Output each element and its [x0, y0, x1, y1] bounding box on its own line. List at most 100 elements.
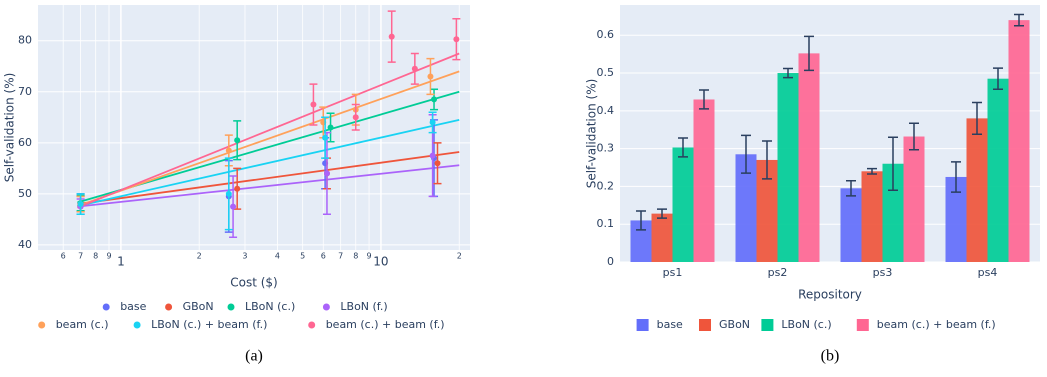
y-tick-label: 0.4 [597, 104, 615, 117]
bar [735, 154, 757, 262]
legend-swatch [308, 321, 316, 329]
point [427, 73, 434, 80]
x-tick-label: 6 [321, 252, 326, 261]
x-tick-label: 3 [242, 252, 247, 261]
error-bar [993, 67, 1003, 91]
legend-label: beam (c.) + beam (f.) [877, 318, 996, 331]
y-tick-label: 0.1 [597, 217, 615, 230]
x-tick-label: 2 [457, 252, 462, 261]
y-tick-label: 0.6 [597, 28, 615, 41]
trend-line [77, 164, 460, 208]
x-tick-label: 2 [197, 252, 202, 261]
x-tick-label: 9 [367, 252, 372, 261]
error-bar [909, 122, 919, 151]
point [388, 33, 395, 40]
error-bar [762, 140, 772, 180]
error-bar [972, 101, 982, 136]
point [327, 124, 334, 131]
legend-label: GBoN [719, 318, 750, 331]
error-bar [678, 137, 688, 158]
bar [798, 53, 820, 263]
trend-line [77, 52, 460, 209]
bar [861, 171, 883, 262]
error-bar [783, 67, 793, 79]
point [453, 36, 460, 43]
legend-swatch [102, 303, 110, 311]
y-tick-label: 60 [18, 136, 32, 149]
caption: (b) [821, 348, 840, 365]
y-axis-label: Self-validation (%) [3, 73, 17, 183]
point [434, 160, 441, 167]
caption: (a) [245, 348, 263, 365]
bar [756, 159, 778, 262]
error-bar [699, 89, 709, 110]
legend-item: beam (c.) + beam (f.) [308, 318, 445, 331]
point [310, 101, 317, 108]
legend-swatch [165, 303, 173, 311]
x-tick-label: 8 [353, 252, 358, 261]
x-tick-label: ps4 [978, 266, 998, 279]
legend-item: beam (c.) + beam (f.) [856, 318, 996, 331]
error-bar [1014, 13, 1024, 27]
error-bar [741, 134, 751, 174]
bar [672, 147, 694, 262]
legend-item: LBoN (c.) [761, 318, 832, 331]
error-bar [846, 179, 856, 197]
y-axis-label: Self-validation (%) [585, 79, 599, 189]
legend-item: base [102, 300, 147, 313]
x-tick-label: ps2 [768, 266, 788, 279]
point [230, 203, 237, 210]
point [225, 147, 232, 154]
legend-item: LBoN (c.) [227, 300, 295, 313]
x-tick-label: 7 [78, 252, 83, 261]
bar [966, 118, 988, 262]
legend-label: base [657, 318, 683, 331]
legend-label: LBoN (f.) [340, 300, 387, 313]
legend-item: LBoN (f.) [322, 300, 388, 313]
x-tick-label: 8 [93, 252, 98, 261]
bar [777, 73, 799, 262]
point [431, 96, 438, 103]
legend-swatch [133, 321, 141, 329]
x-tick-label: 1 [117, 255, 125, 269]
legend-swatch [38, 321, 46, 329]
y-tick-label: 50 [18, 187, 32, 200]
x-tick-label: 9 [106, 252, 111, 261]
y-tick-label: 80 [18, 34, 32, 47]
legend-label: LBoN (c.) [781, 318, 831, 331]
y-tick-label: 70 [18, 85, 32, 98]
x-tick-label: 4 [275, 252, 280, 261]
legend-label: beam (c.) [56, 318, 109, 331]
point [429, 152, 436, 159]
bar [693, 99, 715, 262]
bar [903, 136, 925, 262]
x-tick-label: ps1 [663, 266, 683, 279]
y-tick-label: 0.2 [597, 179, 615, 192]
legend-label: base [120, 300, 146, 313]
legend-item: LBoN (c.) + beam (f.) [133, 318, 267, 331]
point [225, 190, 232, 197]
x-axis-label: Cost ($) [230, 276, 278, 290]
bar [945, 176, 967, 262]
point [77, 201, 84, 208]
error-bar [636, 210, 646, 231]
trend-line [77, 70, 460, 207]
point [234, 137, 241, 144]
x-axis-label: Repository [798, 288, 862, 302]
legend-swatch [636, 319, 649, 331]
x-tick-label: 5 [300, 252, 305, 261]
legend-label: GBoN [183, 300, 214, 313]
y-tick-label: 0.3 [597, 142, 615, 155]
plot-area [38, 5, 470, 250]
error-bar [951, 161, 961, 193]
error-bar [867, 167, 877, 175]
legend-label: LBoN (c.) [245, 300, 295, 313]
point [352, 114, 359, 121]
legend-label: beam (c.) + beam (f.) [326, 318, 445, 331]
point [411, 65, 418, 72]
y-tick-label: 0.5 [597, 66, 615, 79]
trend-line [77, 151, 460, 205]
legend-item: GBoN [699, 318, 750, 331]
y-tick-label: 40 [18, 238, 32, 251]
